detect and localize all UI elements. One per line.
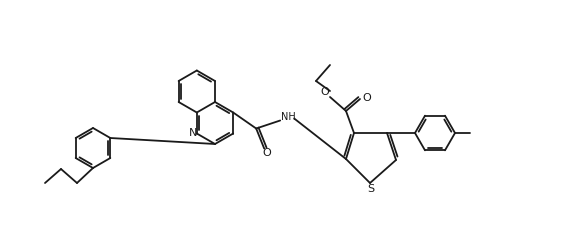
Text: S: S — [367, 184, 374, 194]
Text: N: N — [188, 128, 197, 139]
Text: NH: NH — [281, 112, 295, 121]
Text: O: O — [263, 148, 271, 159]
Text: O: O — [363, 93, 371, 103]
Text: O: O — [321, 87, 329, 97]
